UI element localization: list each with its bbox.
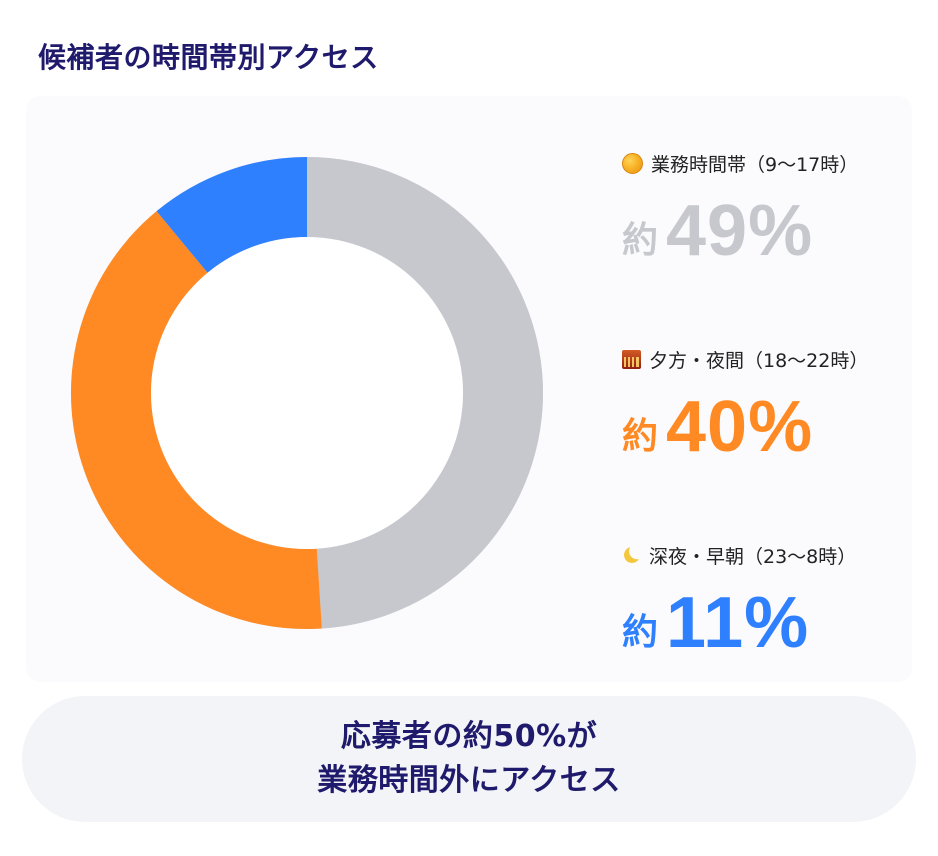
donut-chart <box>71 157 543 629</box>
legend-item-business-hours: 業務時間帯（9〜17時） 約 49% <box>622 145 912 341</box>
value-prefix-late-night-early-morning: 約 <box>622 612 659 653</box>
value-percent-business-hours: 49% <box>666 191 814 271</box>
legend-value-business-hours: 約 49% <box>622 195 813 267</box>
sun-icon <box>622 153 643 174</box>
summary-callout-text: 応募者の約50%が 業務時間外にアクセス <box>317 719 621 799</box>
legend-text-business-hours: 業務時間帯（9〜17時） <box>651 154 859 176</box>
value-prefix-evening-night: 約 <box>622 416 659 457</box>
donut-slice-late-night-early-morning <box>156 157 307 273</box>
legend-label-evening-night: 夕方・夜間（18〜22時） <box>622 346 868 373</box>
summary-callout-line-2: 業務時間外にアクセス <box>317 763 621 798</box>
legend: 業務時間帯（9〜17時） 約 49% 夕方・夜間（18〜22時） 約 40% 深… <box>622 145 912 733</box>
legend-text-evening-night: 夕方・夜間（18〜22時） <box>649 350 869 372</box>
donut-slice-business-hours <box>307 157 543 629</box>
donut-hole <box>151 237 463 549</box>
legend-label-business-hours: 業務時間帯（9〜17時） <box>622 150 858 177</box>
legend-item-evening-night: 夕方・夜間（18〜22時） 約 40% <box>622 341 912 537</box>
legend-item-late-night-early-morning: 深夜・早朝（23〜8時） 約 11% <box>622 537 912 733</box>
donut-slice-evening-night <box>71 211 322 629</box>
value-percent-late-night-early-morning: 11% <box>666 583 810 663</box>
value-prefix-business-hours: 約 <box>622 220 659 261</box>
legend-value-evening-night: 約 40% <box>622 391 813 463</box>
legend-text-late-night-early-morning: 深夜・早朝（23〜8時） <box>649 546 857 568</box>
city-dusk-icon <box>622 350 641 369</box>
summary-callout: 応募者の約50%が 業務時間外にアクセス <box>22 696 916 822</box>
page-title: 候補者の時間帯別アクセス <box>38 41 379 74</box>
legend-label-late-night-early-morning: 深夜・早朝（23〜8時） <box>622 542 856 569</box>
summary-callout-line-1: 応募者の約50%が <box>340 719 598 754</box>
crescent-moon-icon <box>622 546 641 565</box>
value-percent-evening-night: 40% <box>666 387 814 467</box>
legend-value-late-night-early-morning: 約 11% <box>622 587 809 659</box>
